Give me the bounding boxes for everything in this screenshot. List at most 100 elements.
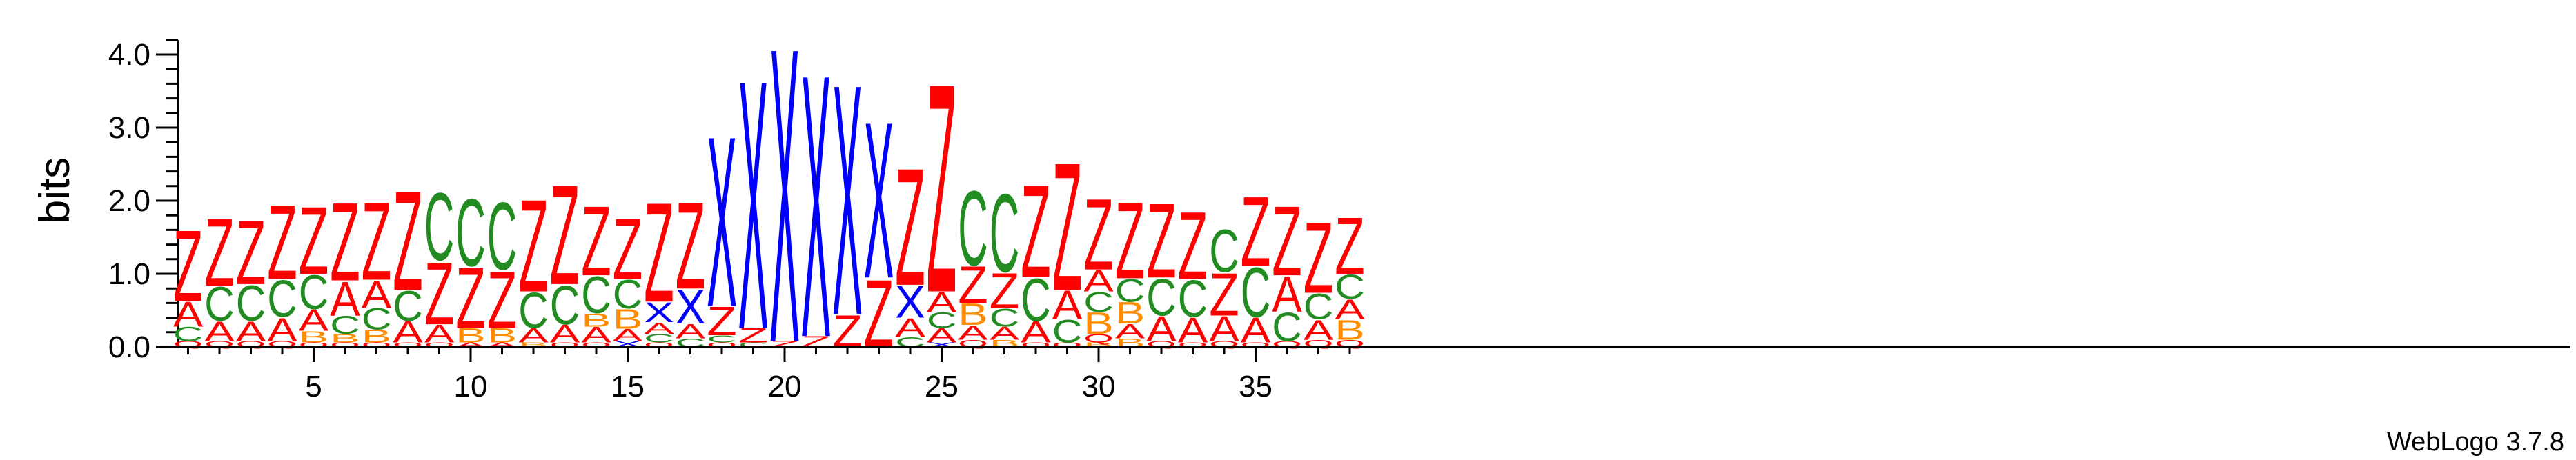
logo-letter: A [927,324,957,347]
logo-letter: Q [1021,341,1051,348]
logo-letter: C [424,173,454,281]
logo-letter: A [1021,315,1050,349]
logo-letter: Z [1052,125,1082,329]
logo-letter: B [613,303,643,334]
logo-letter: Z [204,199,234,306]
logo-column: ZX [832,17,863,385]
logo-letter: Z [518,172,548,320]
logo-letter: Z [1241,177,1270,288]
logo-letter: B [1115,296,1146,330]
logo-letter: B [1335,314,1365,346]
logo-letter: A [958,321,988,344]
logo-letter: A [1335,294,1365,326]
logo-letter: Q [707,341,737,348]
logo-letter: C [267,270,297,329]
logo-letter: C [1146,268,1176,328]
logo-letter: Q [1178,341,1208,348]
logo-letter: A [487,341,517,348]
logo-letter: C [1304,287,1333,328]
logo-letter: Z [173,209,203,323]
logo-letter: Z [1304,201,1333,315]
x-tick-label: 20 [768,370,802,403]
logo-letter: Q [330,341,360,348]
x-tick-label: 35 [1239,370,1272,403]
logo-letter: Z [990,263,1019,319]
logo-letter: X [895,276,925,328]
logo-letter: A [1241,311,1270,350]
logo-letter: B [487,324,518,347]
logo-letter: B [518,341,548,348]
logo-letter: B [362,326,392,347]
logo-letter: A [455,341,485,348]
logo-letter: Z [1083,177,1113,292]
logo-letter: A [518,324,549,347]
logo-letter: A [1115,319,1146,342]
logo-letter: A [393,315,422,349]
logo-letter: A [990,323,1019,343]
logo-column: ZX [769,0,799,431]
logo-letter: Q [1083,331,1113,345]
logo-letter: A [1146,310,1176,349]
logo-letter: C [707,334,736,345]
logo-letter: B [958,298,988,332]
logo-letter: Z [644,172,674,332]
logo-letter: Z [738,324,768,347]
logo-letter: Z [581,186,611,297]
logo-letter: Z [958,255,987,314]
logo-letter: Z [267,182,297,301]
logo-letter: C [487,183,517,290]
logo-letter: Z [236,201,266,303]
logo-letter: A [173,295,203,334]
logo-letter: C [236,275,266,332]
logo-letter: Z [393,161,422,320]
logo-letter: C [393,282,422,330]
logo-letter: A [1052,283,1083,328]
logo-letter: A [1272,266,1302,323]
logo-letter: Z [424,244,454,344]
logo-letter: C [173,323,203,346]
logo-letter: C [204,277,234,331]
y-tick-label: 4.0 [108,38,150,72]
logo-letter: C [1115,272,1145,308]
logo-letter: X [927,341,956,348]
logo-letter: A [1304,314,1334,346]
logo-letter: Z [613,201,642,297]
y-axis: 0.0 1.0 2.0 3.0 4.0 [108,38,179,364]
logo-letter: X [738,7,768,403]
logo-letter: Z [676,176,705,314]
logo-letter: A [267,311,297,348]
logo-letter: B [455,324,486,347]
x-tick-label: 15 [611,370,645,403]
y-tick-label: 2.0 [108,184,150,218]
logo-letter: A [613,326,643,345]
logo-letter: Z [362,179,391,303]
logo-letter: A [644,319,674,337]
logo-letter: A [299,303,328,337]
y-axis-label: bits [31,157,79,223]
logo-letter: A [1209,310,1239,349]
logo-letter: Q [1241,341,1271,348]
logo-letter: Z [1146,181,1176,300]
logo-letter: Z [1021,157,1050,306]
logo-letter: A [550,320,580,348]
logo-letter: C [518,283,549,339]
logo-letter: Q [299,341,329,348]
logo-letter: Q [362,341,392,348]
logo-letter: Z [895,133,925,320]
